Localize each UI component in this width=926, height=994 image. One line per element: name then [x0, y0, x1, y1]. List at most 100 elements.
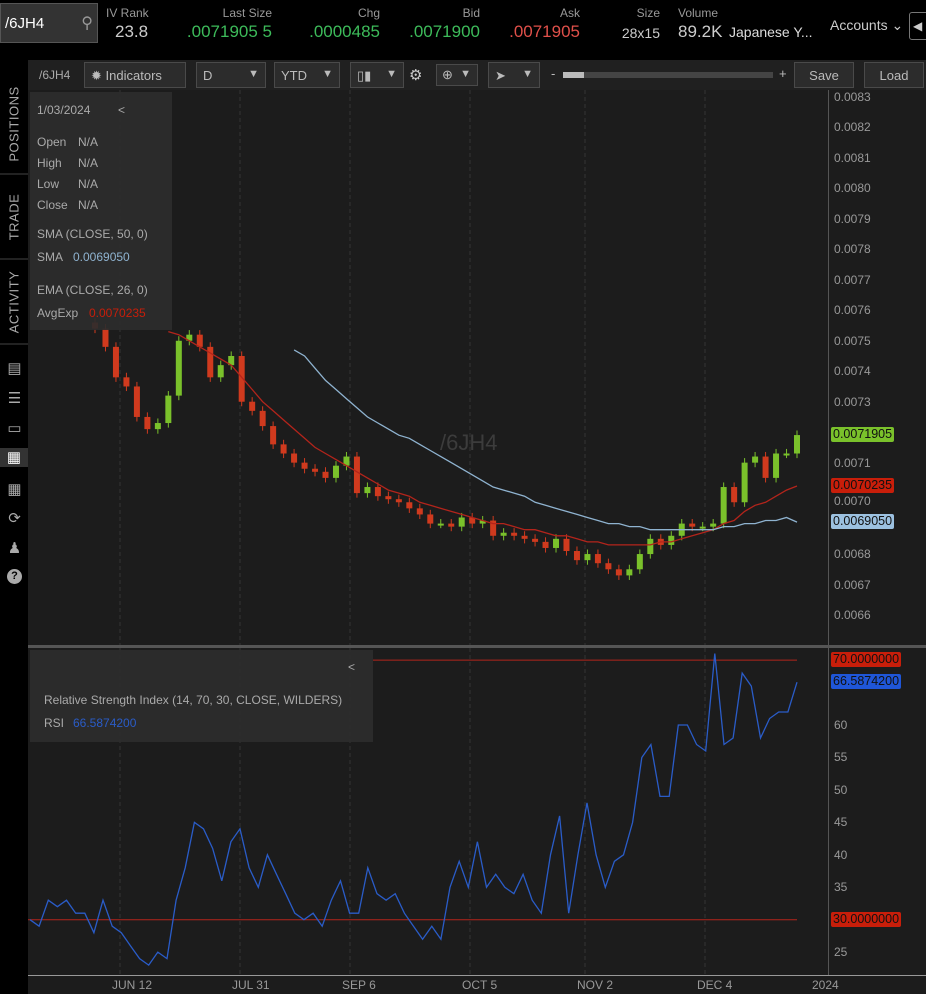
ema-line	[168, 330, 798, 546]
panel-splitter[interactable]	[28, 645, 926, 648]
candle	[259, 410, 266, 427]
cursor-icon: ➤	[495, 68, 506, 83]
accounts-dropdown[interactable]: Accounts ⌄	[830, 17, 904, 33]
tab-activity[interactable]: ACTIVITY	[0, 260, 28, 345]
candle	[469, 517, 476, 524]
rsi-plot[interactable]	[28, 648, 828, 975]
list-icon[interactable]: ☰	[7, 390, 22, 407]
candle	[364, 487, 371, 494]
price-tick: 0.0079	[834, 211, 871, 226]
rsi-axis[interactable]: 60 55 50 45 40 35 25 70.0000000 66.5874200 30.000…	[828, 648, 926, 975]
people-icon[interactable]: ♟	[7, 540, 22, 557]
candlestick-icon: ▯▮	[357, 68, 372, 83]
candle	[217, 365, 224, 378]
aggregation-select[interactable]: D ▼	[196, 62, 266, 88]
crosshair-select[interactable]: ⊕ ▼	[436, 64, 478, 86]
price-tick: 0.0066	[834, 608, 871, 622]
rsi-label: RSI	[44, 716, 65, 730]
candle	[720, 487, 727, 524]
price-tick: 0.0073	[834, 394, 871, 409]
oversold-tag: 30.0000000	[831, 911, 902, 927]
indicators-button[interactable]: ✹ Indicators	[84, 62, 186, 88]
candle	[427, 514, 434, 524]
collapse-rsi-button[interactable]: <	[348, 660, 356, 674]
price-tick: 0.0068	[834, 547, 871, 562]
tv-icon[interactable]: ▭	[7, 420, 22, 437]
sma-line	[293, 349, 798, 531]
price-axis[interactable]: 0.0083 0.0082 0.0081 0.0080 0.0079 0.0078 0.00…	[828, 90, 926, 645]
candle	[416, 508, 423, 515]
refresh-clock-icon[interactable]: ⟳	[8, 510, 21, 527]
chart-toolbar: /6JH4 ✹ Indicators D ▼ YTD ▼ ▯▮ ▼ ⚙ ⊕ ▼ ➤ ▼ -…	[28, 60, 926, 90]
collapse-left-button[interactable]: ◀	[909, 12, 926, 40]
candle	[573, 551, 580, 561]
candle	[752, 456, 759, 463]
candle	[385, 496, 392, 500]
candle	[280, 444, 287, 454]
rsi-line	[29, 653, 798, 967]
symbol-value: /6JH4	[5, 15, 45, 32]
price-tick: 0.0070	[834, 493, 871, 508]
candle	[521, 535, 528, 539]
price-plot[interactable]	[28, 90, 828, 645]
rsi-title: Relative Strength Index (14, 70, 30, CLO…	[44, 693, 343, 707]
candle	[291, 453, 298, 463]
chart-grid-icon[interactable]: ▦	[0, 448, 28, 467]
candle	[186, 334, 193, 341]
save-button[interactable]: Save	[794, 62, 854, 88]
candle	[636, 554, 643, 570]
candle	[647, 538, 654, 555]
symbol-input[interactable]: /6JH4 ⚲	[0, 3, 98, 43]
candle	[668, 535, 675, 545]
watermark: /6JH4	[440, 430, 498, 455]
tab-positions[interactable]: POSITIONS	[0, 75, 28, 175]
candle	[301, 462, 308, 469]
date-axis[interactable]: JUN 12 JUL 31 SEP 6 OCT 5 NOV 2 DEC 4 2024	[28, 975, 926, 994]
candle	[794, 435, 800, 454]
tab-trade[interactable]: TRADE	[0, 175, 28, 260]
chevron-down-icon: ⌄	[891, 17, 904, 33]
range-select[interactable]: YTD ▼	[274, 62, 340, 88]
grid-icon[interactable]: ▦	[7, 481, 22, 498]
zoom-out-button[interactable]: -	[551, 66, 556, 81]
candle	[133, 386, 140, 417]
cursor-select[interactable]: ➤ ▼	[488, 62, 540, 88]
candle	[626, 569, 633, 576]
ema-value: 0.0070235	[89, 306, 146, 320]
zoom-in-button[interactable]: +	[779, 66, 787, 81]
field-bid: Bid .0071900	[409, 6, 480, 41]
rsi-last-tag: 66.5874200	[831, 674, 902, 690]
collapse-info-button[interactable]: <	[118, 103, 126, 117]
candle	[332, 465, 339, 478]
price-tick: 0.0077	[834, 272, 871, 287]
date-tick: JUL 31	[232, 978, 270, 992]
overbought-tag: 70.0000000	[831, 652, 902, 668]
price-tick: 0.0080	[834, 181, 871, 196]
chart-report-icon[interactable]: ▤	[7, 360, 22, 377]
help-icon[interactable]: ?	[7, 569, 22, 584]
zoom-slider-handle[interactable]	[563, 72, 584, 78]
info-panel: 1/03/2024 < Open N/A High N/A Low N/A Close…	[30, 92, 172, 330]
candle	[312, 468, 319, 472]
rsi-info-panel: < Relative Strength Index (14, 70, 30, C…	[30, 650, 373, 742]
candle	[783, 453, 790, 456]
candle	[353, 456, 360, 494]
info-date: 1/03/2024	[37, 103, 91, 117]
candle	[112, 346, 119, 378]
open-value: N/A	[78, 135, 99, 149]
sma-tag: 0.0069050	[831, 514, 895, 530]
close-value: N/A	[78, 198, 99, 212]
search-icon[interactable]: ⚲	[81, 15, 93, 32]
candle	[594, 554, 601, 564]
price-tick: 0.0078	[834, 242, 871, 257]
field-volume: Volume 89.2K	[678, 6, 723, 41]
candle	[689, 523, 696, 527]
ema-tag: 0.0070235	[831, 477, 895, 493]
zoom-slider[interactable]	[563, 72, 773, 78]
rsi-tick: 45	[834, 815, 848, 830]
chart-style-select[interactable]: ▯▮ ▼	[350, 62, 404, 88]
candle	[238, 356, 245, 402]
gear-icon[interactable]: ⚙	[409, 67, 423, 84]
load-button[interactable]: Load	[864, 62, 924, 88]
candle	[500, 532, 507, 536]
